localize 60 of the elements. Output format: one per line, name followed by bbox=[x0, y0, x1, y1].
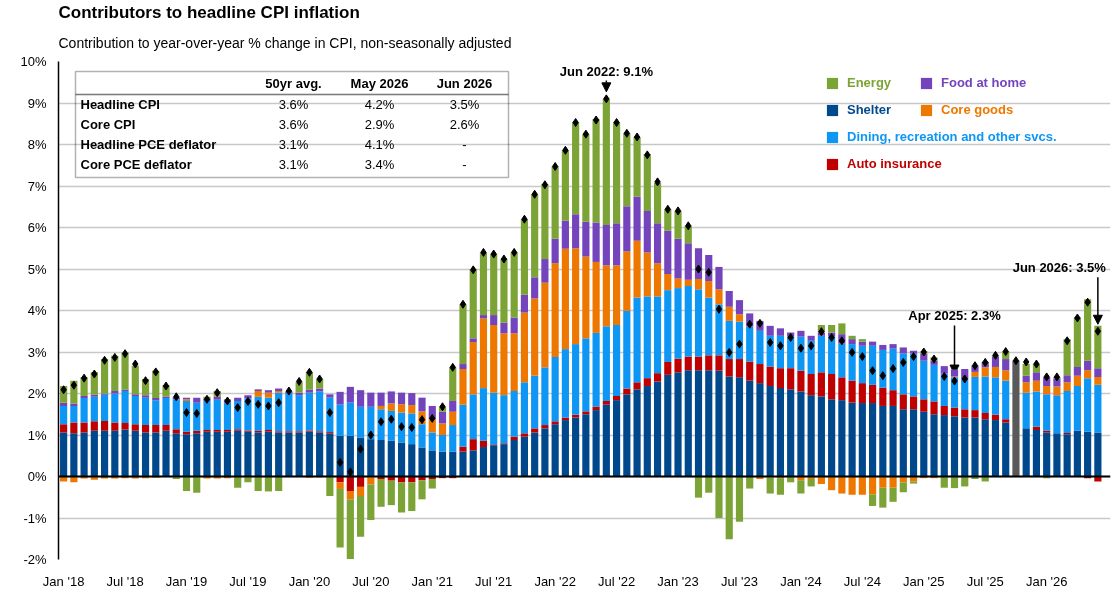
x-tick-label: Jan '24 bbox=[780, 573, 822, 589]
x-tick-label: Jul '20 bbox=[352, 573, 390, 589]
annotation: 3.4% bbox=[364, 157, 395, 172]
legend-label: Shelter bbox=[847, 102, 892, 117]
y-tick-label: 3% bbox=[27, 344, 47, 360]
x-tick-label: Jul '25 bbox=[966, 573, 1004, 589]
annotation: 50yr avg. bbox=[265, 76, 322, 91]
annotation: - bbox=[462, 137, 467, 152]
y-tick-label: 4% bbox=[27, 303, 47, 318]
legend-label: Core goods bbox=[941, 102, 1014, 117]
annotation: Apr 2025: 2.3% bbox=[908, 308, 1002, 324]
annotation: 3.1% bbox=[278, 137, 309, 152]
annotation: Jun 2026 bbox=[436, 76, 493, 91]
x-tick-label: Jan '23 bbox=[657, 573, 699, 589]
y-tick-label: 9% bbox=[27, 95, 47, 111]
annotation: 3.6% bbox=[278, 117, 309, 132]
annotation: May 2026 bbox=[350, 76, 409, 91]
x-tick-label: Jul '22 bbox=[598, 573, 636, 589]
legend-label: Auto insurance bbox=[847, 156, 942, 171]
annotation: 2.6% bbox=[449, 117, 480, 132]
chart-subtitle: Contribution to year-over-year % change in CPI, non-seasonally adjusted bbox=[58, 34, 512, 51]
annotation: Jun 2022: 9.1% bbox=[559, 63, 654, 79]
annotation: 2.9% bbox=[364, 117, 395, 132]
x-tick-label: Jul '19 bbox=[229, 573, 267, 589]
annotation: 3.5% bbox=[449, 97, 480, 112]
y-tick-label: 7% bbox=[27, 178, 47, 194]
y-tick-label: 6% bbox=[27, 220, 47, 235]
y-tick-label: 5% bbox=[27, 261, 47, 277]
x-tick-label: Jul '23 bbox=[720, 573, 759, 589]
x-tick-label: Jul '18 bbox=[106, 573, 144, 589]
annotation: Core PCE deflator bbox=[80, 157, 192, 172]
x-tick-label: Jan '22 bbox=[534, 573, 576, 589]
annotation: Headline CPI bbox=[80, 97, 160, 112]
annotation: 4.1% bbox=[364, 137, 395, 152]
x-tick-label: Jul '21 bbox=[475, 573, 513, 589]
x-tick-label: Jan '21 bbox=[411, 573, 454, 589]
y-tick-label: 1% bbox=[27, 427, 47, 443]
y-tick-label: 0% bbox=[27, 469, 47, 484]
x-tick-label: Jan '25 bbox=[903, 573, 945, 589]
y-tick-label: -2% bbox=[23, 552, 47, 567]
y-tick-label: 8% bbox=[27, 137, 47, 152]
y-tick-label: 2% bbox=[27, 386, 47, 401]
x-tick-label: Jan '18 bbox=[42, 573, 85, 589]
x-tick-label: Jan '26 bbox=[1025, 573, 1068, 589]
annotation: Core CPI bbox=[80, 117, 136, 132]
x-tick-label: Jan '20 bbox=[288, 573, 331, 589]
chart-title: Contributors to headline CPI inflation bbox=[58, 2, 360, 22]
x-tick-label: Jul '24 bbox=[843, 573, 881, 589]
annotation: 3.6% bbox=[278, 97, 309, 112]
x-tick-label: Jan '19 bbox=[165, 573, 208, 589]
annotation: Headline PCE deflator bbox=[80, 137, 217, 152]
y-tick-label: 10% bbox=[20, 54, 47, 69]
y-tick-label: -1% bbox=[23, 510, 47, 526]
legend-label: Food at home bbox=[941, 75, 1027, 90]
annotation: 4.2% bbox=[364, 97, 395, 112]
legend-label: Energy bbox=[847, 75, 892, 90]
legend-label: Dining, recreation and other svcs. bbox=[847, 129, 1057, 144]
annotation: - bbox=[462, 157, 467, 172]
annotation: 3.1% bbox=[278, 157, 309, 172]
annotation: Jun 2026: 3.5% bbox=[1012, 260, 1107, 276]
